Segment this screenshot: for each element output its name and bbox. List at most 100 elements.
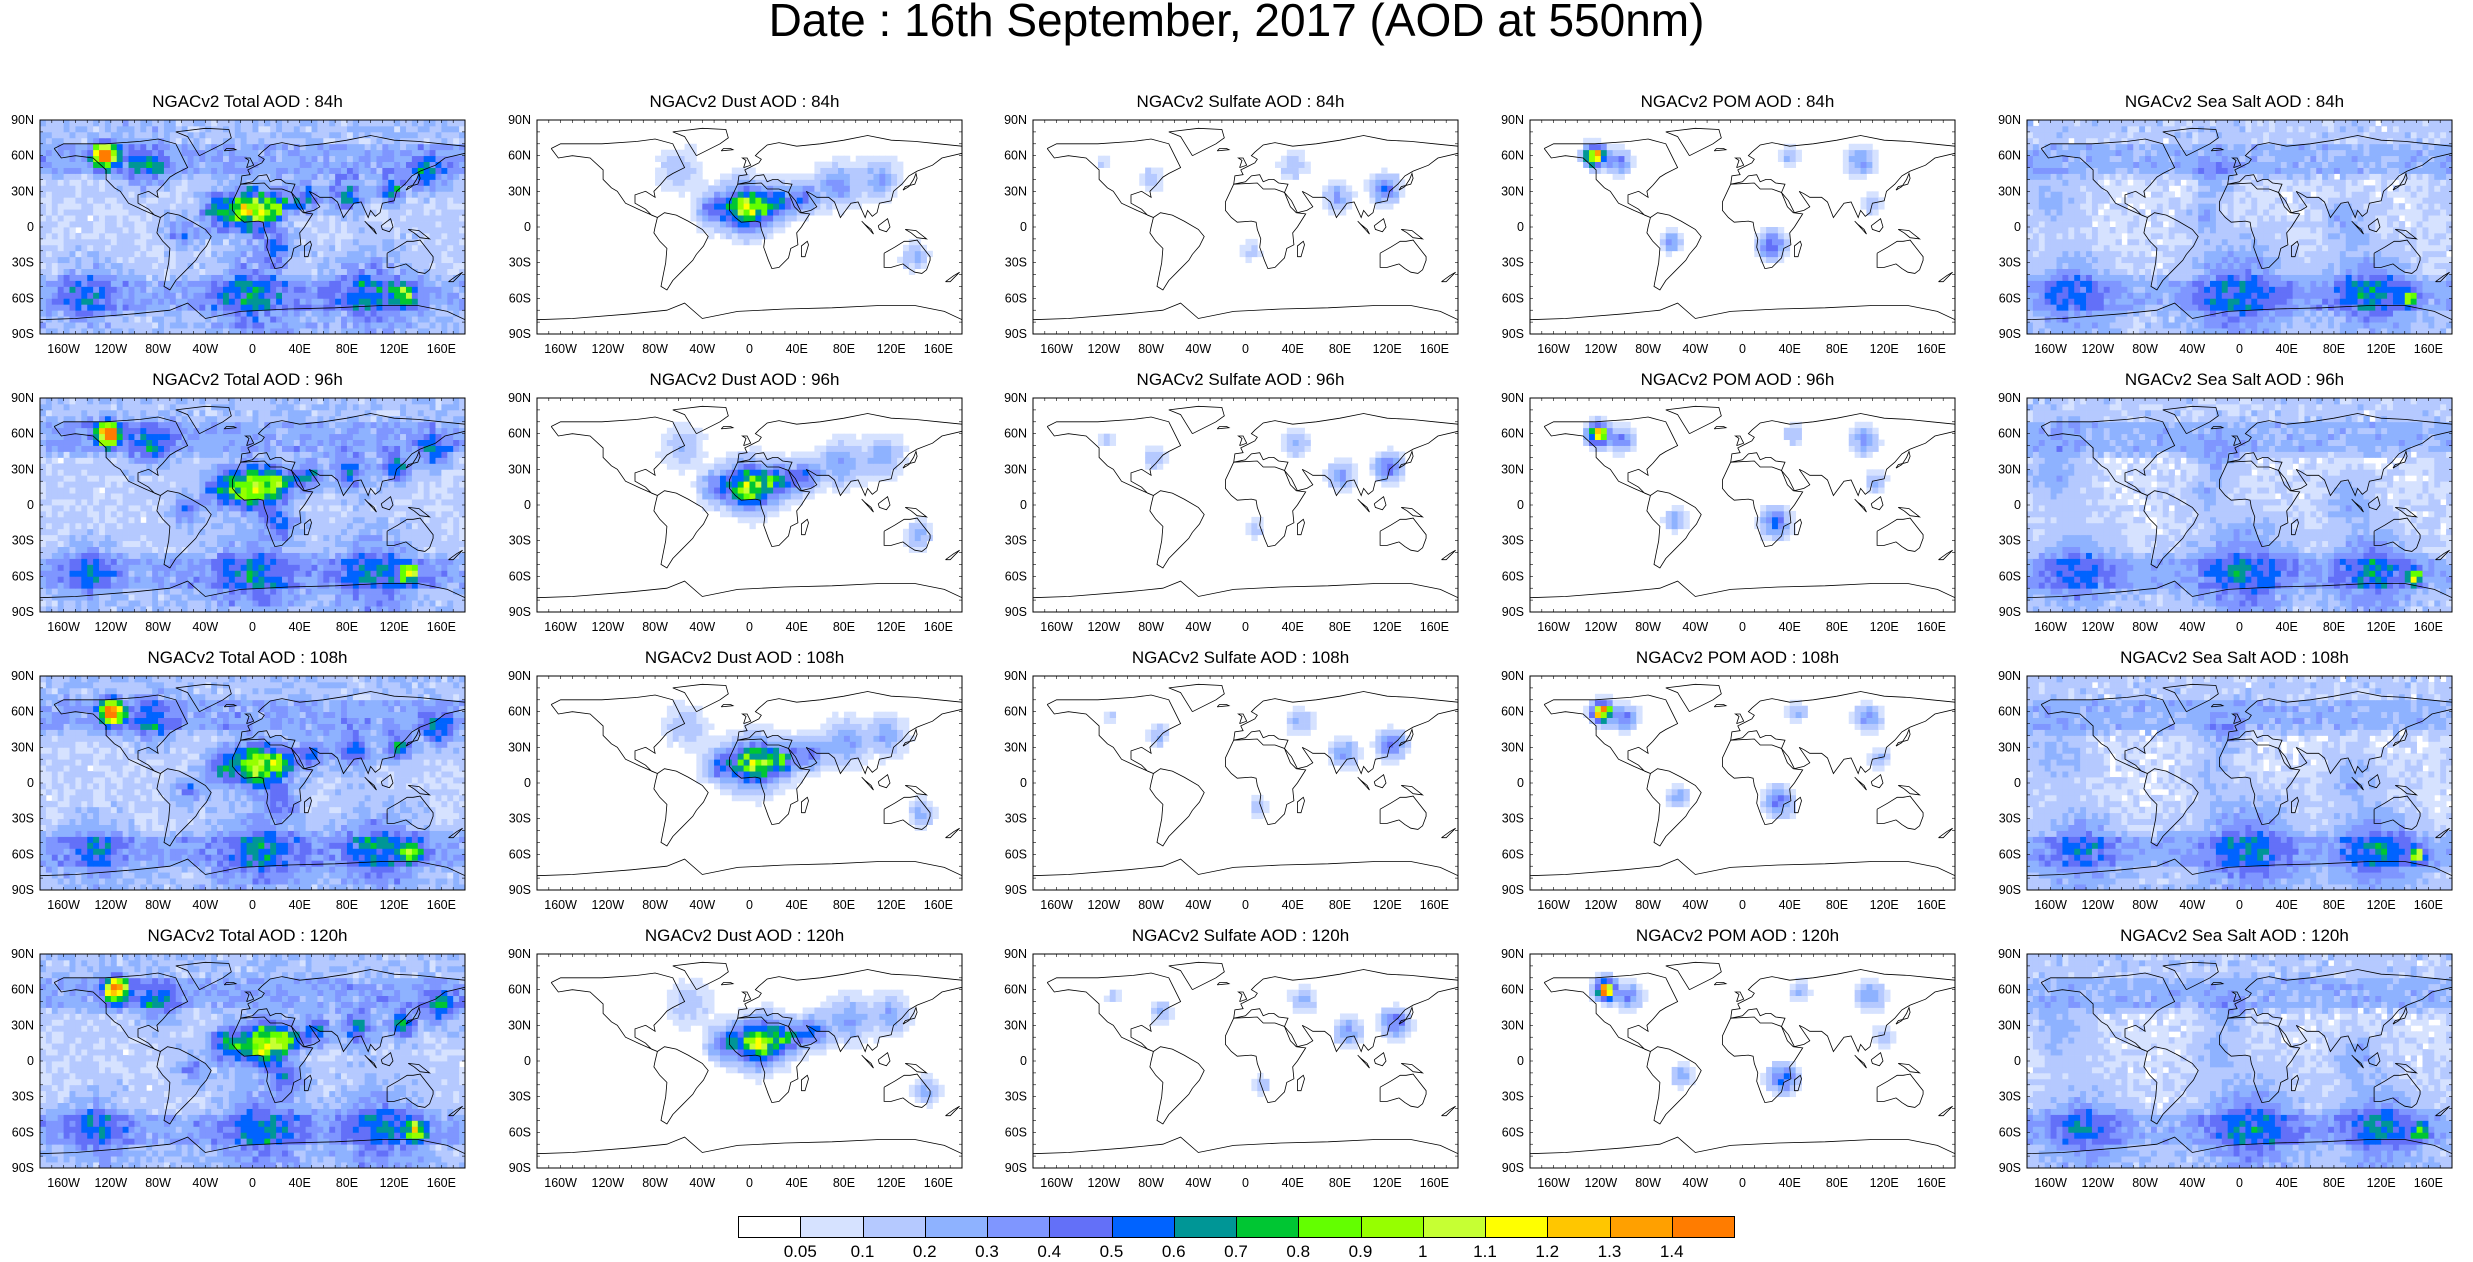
lon-tick-label: 40W: [689, 1176, 715, 1190]
colorbar-swatch: [1174, 1216, 1237, 1238]
lon-tick-label: 40E: [2276, 898, 2298, 912]
lat-tick-label: 60S: [12, 1125, 34, 1139]
lat-tick-label: 30N: [1004, 462, 1027, 476]
lat-tick-label: 30S: [12, 534, 34, 548]
panel-title: NGACv2 POM AOD : 84h: [1490, 92, 1985, 112]
lat-tick-label: 0: [1517, 220, 1524, 234]
lat-tick-label: 90S: [1999, 883, 2021, 897]
colorbar-label: 1.4: [1660, 1242, 1684, 1262]
lon-tick-label: 120E: [380, 342, 409, 356]
lat-tick-label: 90S: [1502, 1161, 1524, 1175]
lon-tick-label: 160W: [1040, 342, 1073, 356]
lon-tick-label: 80E: [1329, 1176, 1351, 1190]
lat-tick-label: 60S: [1502, 291, 1524, 305]
lon-tick-label: 160E: [924, 342, 953, 356]
lon-tick-label: 80E: [1826, 342, 1848, 356]
lon-tick-label: 80E: [833, 342, 855, 356]
lat-tick-label: 60N: [1004, 149, 1027, 163]
lon-tick-label: 160E: [2414, 1176, 2443, 1190]
lon-tick-label: 120E: [877, 620, 906, 634]
lat-tick-label: 0: [27, 776, 34, 790]
aod-field: [655, 144, 933, 275]
panel-title: NGACv2 Sulfate AOD : 84h: [993, 92, 1488, 112]
lon-tick-label: 40W: [1682, 342, 1708, 356]
lon-tick-label: 80E: [336, 898, 358, 912]
lat-tick-label: 60N: [1004, 983, 1027, 997]
lon-tick-label: 0: [2236, 342, 2243, 356]
lat-tick-label: 60N: [1998, 149, 2021, 163]
lat-tick-label: 60S: [1502, 847, 1524, 861]
lat-tick-label: 30S: [1999, 534, 2021, 548]
lon-tick-label: 120W: [592, 1176, 625, 1190]
lon-tick-label: 80W: [145, 898, 171, 912]
lat-tick-label: 90N: [1998, 669, 2021, 683]
lat-tick-label: 0: [524, 498, 531, 512]
lat-tick-label: 90S: [1005, 327, 1027, 341]
lat-tick-label: 90S: [1999, 1161, 2021, 1175]
lon-tick-label: 160W: [47, 898, 80, 912]
colorbar-label: 0.7: [1224, 1242, 1248, 1262]
lon-tick-label: 120W: [95, 1176, 128, 1190]
lon-tick-label: 160E: [427, 1176, 456, 1190]
lat-tick-label: 90N: [11, 391, 34, 405]
lon-tick-label: 0: [249, 342, 256, 356]
panel-title: NGACv2 Dust AOD : 108h: [497, 648, 992, 668]
colorbar-swatch: [1610, 1216, 1673, 1238]
lat-tick-label: 0: [524, 776, 531, 790]
lat-tick-label: 30S: [509, 256, 531, 270]
panel-title: NGACv2 Total AOD : 96h: [0, 370, 495, 390]
lat-tick-label: 90S: [1005, 1161, 1027, 1175]
lon-tick-label: 40E: [2276, 342, 2298, 356]
lon-tick-label: 120E: [2367, 1176, 2396, 1190]
lat-tick-label: 90S: [1999, 327, 2021, 341]
lat-tick-label: 60N: [508, 983, 531, 997]
lat-tick-label: 0: [1517, 776, 1524, 790]
lon-tick-label: 0: [2236, 898, 2243, 912]
lon-tick-label: 80E: [336, 1176, 358, 1190]
lon-tick-label: 80E: [1826, 620, 1848, 634]
lat-tick-label: 60S: [509, 291, 531, 305]
lon-tick-label: 160E: [1917, 1176, 1946, 1190]
lat-tick-label: 60S: [1005, 291, 1027, 305]
lat-tick-label: 60S: [509, 1125, 531, 1139]
colorbar-swatch: [925, 1216, 988, 1238]
lon-tick-label: 40W: [192, 342, 218, 356]
lon-tick-label: 160E: [427, 898, 456, 912]
lat-tick-label: 90S: [1502, 883, 1524, 897]
aod-field: [2027, 676, 2452, 890]
lon-tick-label: 80E: [1329, 620, 1351, 634]
lat-tick-label: 30S: [509, 1090, 531, 1104]
panel-title: NGACv2 Sulfate AOD : 108h: [993, 648, 1488, 668]
lon-tick-label: 0: [1242, 1176, 1249, 1190]
coastlines: [1033, 128, 1458, 319]
aod-field: [2027, 398, 2452, 612]
lat-tick-label: 90S: [12, 327, 34, 341]
lat-tick-label: 90N: [1998, 113, 2021, 127]
lat-tick-label: 60S: [509, 569, 531, 583]
lon-tick-label: 0: [1242, 342, 1249, 356]
colorbar-label: 1.3: [1598, 1242, 1622, 1262]
lat-tick-label: 30N: [1998, 1018, 2021, 1032]
lon-tick-label: 160W: [47, 1176, 80, 1190]
lat-tick-label: 60N: [1998, 983, 2021, 997]
aod-field: [1104, 706, 1411, 819]
lon-tick-label: 0: [249, 898, 256, 912]
lat-tick-label: 30S: [1999, 256, 2021, 270]
lat-tick-label: 30S: [1005, 812, 1027, 826]
lat-tick-label: 30S: [1005, 534, 1027, 548]
lon-tick-label: 120W: [95, 342, 128, 356]
lon-tick-label: 40W: [1185, 620, 1211, 634]
lat-tick-label: 30N: [1501, 740, 1524, 754]
lat-tick-label: 30N: [508, 184, 531, 198]
lon-tick-label: 120W: [1585, 620, 1618, 634]
